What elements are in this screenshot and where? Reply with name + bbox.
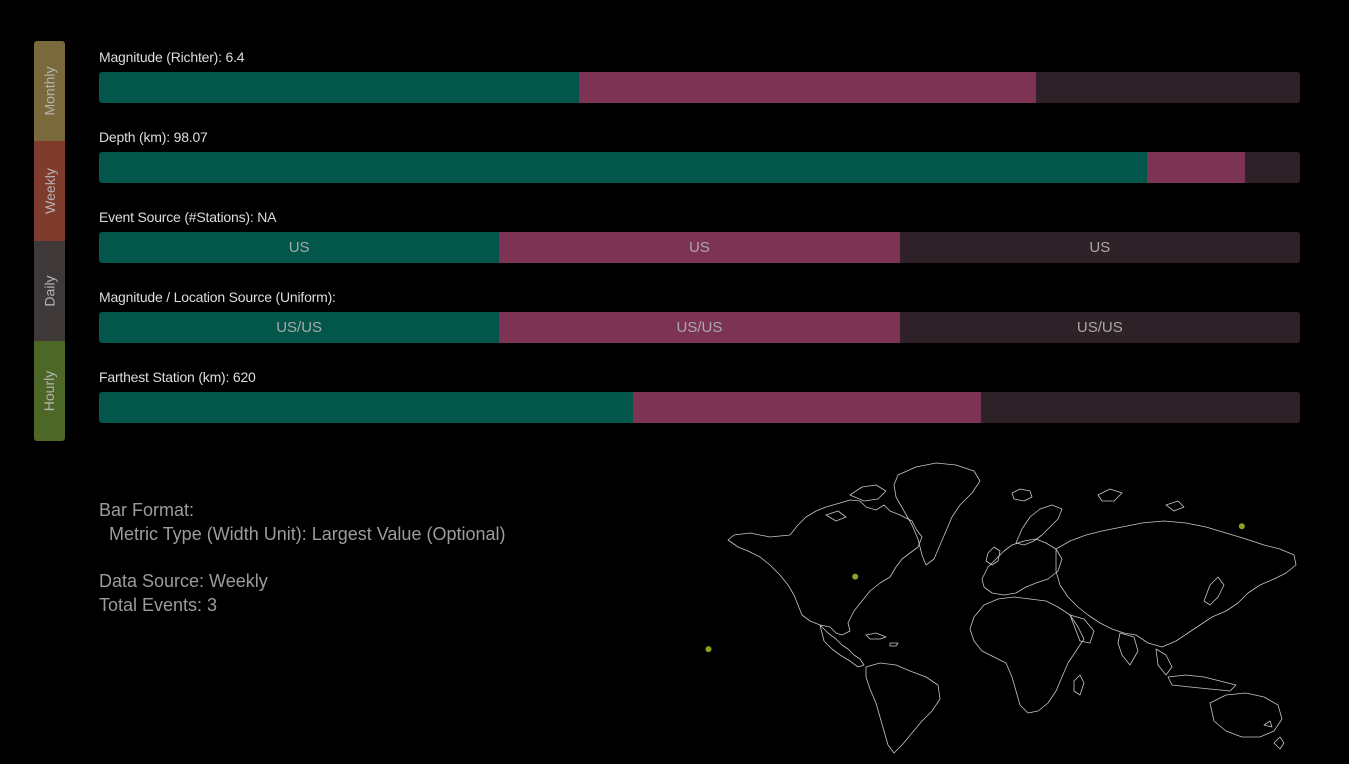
metric-bar	[99, 392, 1300, 423]
tab-monthly-label: Monthly	[41, 66, 58, 116]
southeast-asia-outline	[1155, 648, 1173, 676]
bar-segment-1[interactable]	[99, 72, 580, 103]
indonesia-outline	[1167, 674, 1237, 692]
australia-outline	[1209, 692, 1283, 738]
south-america-outline	[865, 662, 941, 754]
metric-bar: US US US	[99, 232, 1300, 263]
madagascar-outline	[1073, 674, 1085, 696]
bar-format-title: Bar Format:	[99, 500, 195, 520]
north-america-outline	[727, 499, 923, 636]
caribbean-outline	[865, 632, 899, 647]
europe-outline	[981, 538, 1063, 596]
bar-segment-1[interactable]	[99, 392, 634, 423]
tab-hourly-label: Hourly	[41, 370, 58, 412]
bar-segment-1[interactable]: US	[99, 232, 500, 263]
period-tabs: Monthly Weekly Daily Hourly	[34, 41, 65, 441]
map-outlines	[727, 462, 1297, 754]
bar-segment-1[interactable]	[99, 152, 1148, 183]
tab-hourly[interactable]: Hourly	[34, 341, 65, 441]
info-panel: Bar Format: Metric Type (Width Unit): La…	[99, 498, 505, 617]
iceland-outline	[1011, 488, 1033, 502]
tab-monthly[interactable]: Monthly	[34, 41, 65, 141]
bar-segment-3[interactable]: US/US	[899, 312, 1300, 343]
uk-outline	[985, 546, 1001, 566]
bar-segment-2[interactable]	[579, 72, 1036, 103]
bar-segment-2[interactable]: US/US	[499, 312, 900, 343]
tab-weekly[interactable]: Weekly	[34, 141, 65, 241]
earthquake-marker[interactable]	[852, 573, 859, 580]
tab-weekly-label: Weekly	[41, 168, 58, 214]
central-america-outline	[819, 624, 865, 668]
bar-segment-3[interactable]	[1035, 72, 1300, 103]
bar-segment-3[interactable]	[980, 392, 1300, 423]
tab-daily[interactable]: Daily	[34, 241, 65, 341]
metric-bar	[99, 152, 1300, 183]
new-zealand-outline	[1263, 720, 1285, 750]
arabia-india-outline	[1069, 614, 1139, 666]
world-map[interactable]	[690, 455, 1310, 755]
metric-farthest-station: Farthest Station (km): 620	[99, 368, 1300, 448]
asia-outline	[1055, 520, 1297, 648]
metric-depth: Depth (km): 98.07	[99, 128, 1300, 208]
metric-label: Magnitude / Location Source (Uniform):	[99, 289, 336, 305]
earthquake-marker[interactable]	[1238, 523, 1245, 530]
bar-segment-3[interactable]: US	[899, 232, 1300, 263]
africa-outline	[969, 596, 1085, 714]
metric-label: Farthest Station (km): 620	[99, 369, 256, 385]
metric-bar	[99, 72, 1300, 103]
greenland-outline	[893, 462, 981, 566]
metric-magnitude: Magnitude (Richter): 6.4	[99, 48, 1300, 128]
metric-mag-location-source: Magnitude / Location Source (Uniform): U…	[99, 288, 1300, 368]
scandinavia-outline	[1015, 504, 1063, 546]
arctic-islands-outline	[825, 484, 1185, 522]
earthquake-marker[interactable]	[705, 646, 712, 653]
total-events: Total Events: 3	[99, 595, 218, 615]
bar-segment-1[interactable]: US/US	[99, 312, 500, 343]
metric-label: Magnitude (Richter): 6.4	[99, 49, 245, 65]
metric-label: Depth (km): 98.07	[99, 129, 208, 145]
bar-segment-2[interactable]	[633, 392, 981, 423]
bar-segment-2[interactable]	[1147, 152, 1245, 183]
bar-format-description: Metric Type (Width Unit): Largest Value …	[109, 524, 506, 544]
earthquake-markers	[705, 523, 1245, 653]
metric-event-source: Event Source (#Stations): NA US US US	[99, 208, 1300, 288]
tab-daily-label: Daily	[41, 275, 58, 307]
bar-segment-3[interactable]	[1244, 152, 1300, 183]
japan-outline	[1203, 576, 1225, 606]
metric-label: Event Source (#Stations): NA	[99, 209, 277, 225]
data-source: Data Source: Weekly	[99, 571, 268, 591]
metrics-panel: Magnitude (Richter): 6.4 Depth (km): 98.…	[99, 48, 1300, 448]
bar-segment-2[interactable]: US	[499, 232, 900, 263]
metric-bar: US/US US/US US/US	[99, 312, 1300, 343]
